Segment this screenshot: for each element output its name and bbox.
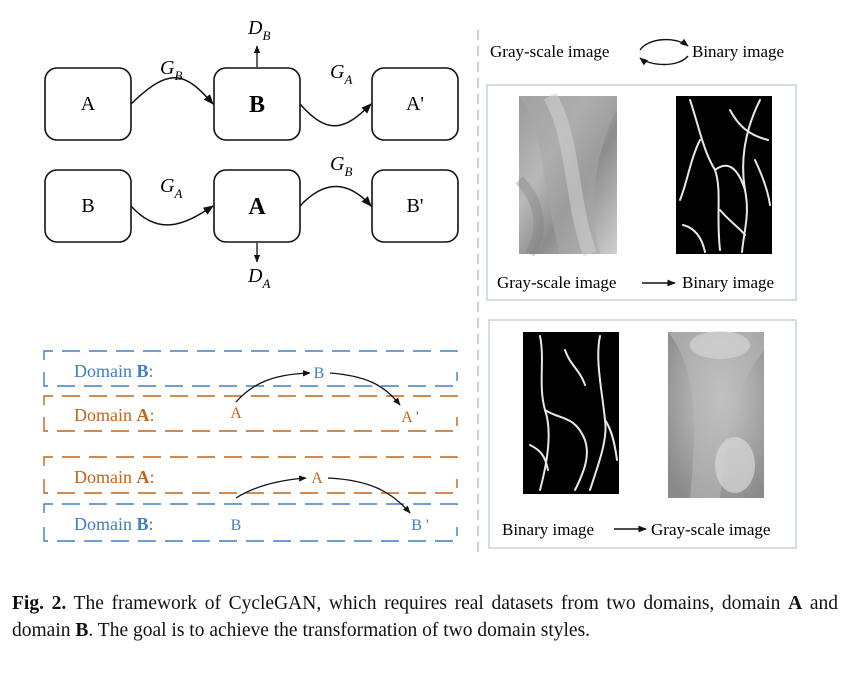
figure-label: Fig. 2. (12, 593, 67, 614)
box-b-prime-output (371, 169, 459, 243)
box-b-input-label: B (81, 195, 94, 217)
domain-schematic-top: Domain B: Domain A: A B A ' (43, 350, 458, 432)
point-b-bottom: B (231, 517, 242, 534)
box-a-middle-label: A (248, 194, 266, 220)
panel-bottom-label-right: Gray-scale image (651, 520, 770, 539)
legend-right-text: Binary image (692, 42, 784, 61)
caption-text-2: and domain (12, 593, 838, 641)
domain-b-band-bottom (43, 503, 458, 542)
caption-bold-a: A (788, 593, 803, 614)
domain-b-label-top: Domain B: (74, 361, 154, 381)
point-a-prime-top: A ' (401, 409, 419, 426)
panel-binary-to-gray: Binary image Gray-scale image (488, 319, 797, 549)
domain-a-label-top: Domain A: (74, 405, 155, 425)
legend-arrow-upper (639, 38, 689, 51)
domain-schematic-bottom: Domain A: Domain B: B A B ' (43, 456, 458, 542)
label-da: DA (247, 265, 270, 291)
panel-top-label-right: Binary image (682, 273, 774, 292)
arrow-b-to-a-bottom (235, 475, 307, 499)
point-a-bottom: A (311, 470, 323, 487)
arrow-gb-top (130, 77, 214, 105)
domain-a-band-top (43, 395, 458, 432)
grayscale-vessel-image (515, 92, 617, 257)
box-b-prime-label: B' (407, 195, 424, 217)
cyclegan-figure: A B A' GB GA DB B A B' GA GB DA Domain B… (43, 17, 797, 555)
label-ga-bottom: GA (160, 175, 182, 201)
arrow-ga-top (299, 103, 372, 127)
box-b-middle-label: B (249, 92, 265, 118)
panel-top-label-left: Gray-scale image (497, 273, 616, 292)
box-a-prime-label: A' (406, 93, 424, 115)
arrow-a-to-b-prime-bottom (327, 477, 411, 514)
panel-gray-to-binary: Gray-scale image Binary image (486, 84, 797, 301)
legend-left-text: Gray-scale image (490, 42, 609, 61)
domain-b-band-top (43, 350, 458, 387)
box-a-input-label: A (81, 93, 96, 115)
caption-text-1: The framework of CycleGAN, which require… (66, 593, 789, 614)
label-ga-top: GA (330, 61, 352, 87)
domain-a-label-bottom: Domain A: (74, 467, 155, 487)
binary-vessel-image-2 (523, 332, 619, 494)
arrow-gb-bottom (299, 185, 372, 207)
arrow-a-to-b-top (235, 370, 311, 403)
domain-a-band-bottom (43, 456, 458, 494)
caption-text-3: . The goal is to achieve the transformat… (88, 620, 591, 641)
cycle-diagram-top: A B A' GB GA DB (44, 17, 459, 141)
arrow-ga-bottom (130, 205, 214, 226)
point-b-prime-bottom: B ' (411, 517, 429, 534)
arrow-b-to-a-prime-top (329, 372, 401, 406)
domain-b-label-bottom: Domain B: (74, 514, 154, 534)
legend-arrow-lower (639, 55, 689, 66)
label-gb-top: GB (160, 57, 182, 83)
figure-caption: Fig. 2. The framework of CycleGAN, which… (12, 590, 838, 644)
label-gb-bottom: GB (330, 153, 352, 179)
caption-bold-b: B (75, 620, 89, 641)
point-b-top: B (314, 365, 325, 382)
panel-bottom-label-left: Binary image (502, 520, 594, 539)
box-a-prime-output (371, 67, 459, 141)
cycle-diagram-bottom: B A B' GA GB DA (44, 153, 459, 291)
binary-vessel-image (676, 96, 772, 254)
point-a-top: A (230, 405, 242, 422)
label-db: DB (247, 17, 270, 43)
legend-cycle: Gray-scale image Binary image (490, 38, 784, 66)
grayscale-vessel-image-2 (668, 331, 764, 498)
